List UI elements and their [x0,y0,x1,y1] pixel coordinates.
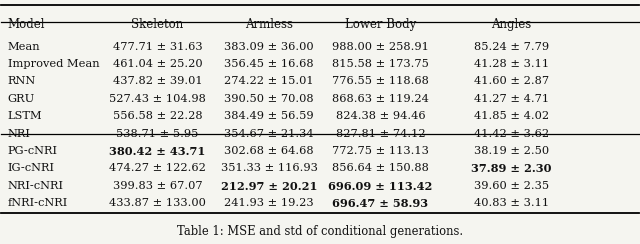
Text: Improved Mean: Improved Mean [8,59,99,69]
Text: 38.19 ± 2.50: 38.19 ± 2.50 [474,146,548,156]
Text: 241.93 ± 19.23: 241.93 ± 19.23 [224,198,314,208]
Text: 384.49 ± 56.59: 384.49 ± 56.59 [224,111,314,121]
Text: 41.60 ± 2.87: 41.60 ± 2.87 [474,76,548,86]
Text: 390.50 ± 70.08: 390.50 ± 70.08 [224,94,314,104]
Text: 433.87 ± 133.00: 433.87 ± 133.00 [109,198,206,208]
Text: GRU: GRU [8,94,35,104]
Text: 41.27 ± 4.71: 41.27 ± 4.71 [474,94,548,104]
Text: 538.71 ± 5.95: 538.71 ± 5.95 [116,129,198,139]
Text: 815.58 ± 173.75: 815.58 ± 173.75 [332,59,429,69]
Text: 351.33 ± 116.93: 351.33 ± 116.93 [221,163,317,173]
Text: 696.09 ± 113.42: 696.09 ± 113.42 [328,181,433,192]
Text: 37.89 ± 2.30: 37.89 ± 2.30 [471,163,552,174]
Text: 477.71 ± 31.63: 477.71 ± 31.63 [113,42,202,52]
Text: 437.82 ± 39.01: 437.82 ± 39.01 [113,76,202,86]
Text: 41.85 ± 4.02: 41.85 ± 4.02 [474,111,548,121]
Text: NRI: NRI [8,129,31,139]
Text: 461.04 ± 25.20: 461.04 ± 25.20 [113,59,202,69]
Text: 41.28 ± 3.11: 41.28 ± 3.11 [474,59,548,69]
Text: 39.60 ± 2.35: 39.60 ± 2.35 [474,181,548,191]
Text: 776.55 ± 118.68: 776.55 ± 118.68 [332,76,429,86]
Text: 399.83 ± 67.07: 399.83 ± 67.07 [113,181,202,191]
Text: 827.81 ± 74.12: 827.81 ± 74.12 [336,129,426,139]
Text: 302.68 ± 64.68: 302.68 ± 64.68 [224,146,314,156]
Text: Lower Body: Lower Body [345,18,416,31]
Text: 85.24 ± 7.79: 85.24 ± 7.79 [474,42,548,52]
Text: 856.64 ± 150.88: 856.64 ± 150.88 [332,163,429,173]
Text: 474.27 ± 122.62: 474.27 ± 122.62 [109,163,206,173]
Text: Armless: Armless [245,18,293,31]
Text: 868.63 ± 119.24: 868.63 ± 119.24 [332,94,429,104]
Text: 354.67 ± 21.34: 354.67 ± 21.34 [224,129,314,139]
Text: 988.00 ± 258.91: 988.00 ± 258.91 [332,42,429,52]
Text: IG-cNRI: IG-cNRI [8,163,55,173]
Text: 41.42 ± 3.62: 41.42 ± 3.62 [474,129,548,139]
Text: NRI-cNRI: NRI-cNRI [8,181,64,191]
Text: Mean: Mean [8,42,40,52]
Text: 274.22 ± 15.01: 274.22 ± 15.01 [224,76,314,86]
Text: 40.83 ± 3.11: 40.83 ± 3.11 [474,198,548,208]
Text: Angles: Angles [491,18,531,31]
Text: fNRI-cNRI: fNRI-cNRI [8,198,68,208]
Text: 556.58 ± 22.28: 556.58 ± 22.28 [113,111,202,121]
Text: 356.45 ± 16.68: 356.45 ± 16.68 [224,59,314,69]
Text: 696.47 ± 58.93: 696.47 ± 58.93 [332,198,429,209]
Text: Model: Model [8,18,45,31]
Text: PG-cNRI: PG-cNRI [8,146,58,156]
Text: 772.75 ± 113.13: 772.75 ± 113.13 [332,146,429,156]
Text: Table 1: MSE and std of conditional generations.: Table 1: MSE and std of conditional gene… [177,225,463,238]
Text: 824.38 ± 94.46: 824.38 ± 94.46 [336,111,426,121]
Text: 383.09 ± 36.00: 383.09 ± 36.00 [224,42,314,52]
Text: Skeleton: Skeleton [131,18,184,31]
Text: 212.97 ± 20.21: 212.97 ± 20.21 [221,181,317,192]
Text: 380.42 ± 43.71: 380.42 ± 43.71 [109,146,205,157]
Text: 527.43 ± 104.98: 527.43 ± 104.98 [109,94,206,104]
Text: RNN: RNN [8,76,36,86]
Text: LSTM: LSTM [8,111,42,121]
